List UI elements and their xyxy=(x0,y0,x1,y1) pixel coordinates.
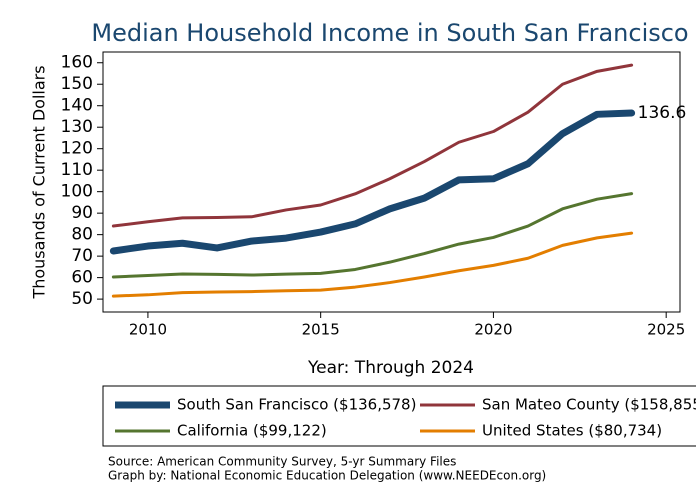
y-tick-label: 80 xyxy=(71,225,93,245)
legend-label: California ($99,122) xyxy=(177,422,327,440)
plot-frame xyxy=(102,51,681,313)
y-axis-label: Thousands of Current Dollars xyxy=(30,65,49,299)
x-tick-label: 2020 xyxy=(474,321,512,339)
note: Graph by: National Economic Education De… xyxy=(108,469,546,483)
legend-label: South San Francisco ($136,578) xyxy=(177,396,416,414)
x-axis-label: Year: Through 2024 xyxy=(307,358,474,378)
y-tick-label: 150 xyxy=(61,74,93,94)
y-tick-label: 90 xyxy=(71,203,93,223)
y-tick-label: 50 xyxy=(71,289,93,309)
note: Source: American Community Survey, 5-yr … xyxy=(108,455,456,469)
legend-label: San Mateo County ($158,855) xyxy=(482,396,696,414)
y-tick-label: 60 xyxy=(71,268,93,288)
x-tick-label: 2025 xyxy=(647,321,685,339)
y-tick-label: 100 xyxy=(61,182,93,202)
y-tick-label: 70 xyxy=(71,246,93,266)
legend-label: United States ($80,734) xyxy=(482,422,662,440)
series-line xyxy=(109,109,636,255)
x-tick-label: 2015 xyxy=(302,321,340,339)
y-tick-label: 110 xyxy=(61,160,93,180)
x-tick-label: 2010 xyxy=(129,321,167,339)
y-tick-label: 130 xyxy=(61,117,93,137)
series-line xyxy=(111,231,634,298)
chart-title: Median Household Income in South San Fra… xyxy=(91,19,688,47)
y-tick-label: 160 xyxy=(61,53,93,73)
series-line xyxy=(111,63,634,228)
y-tick-label: 120 xyxy=(61,139,93,159)
series-line xyxy=(111,192,634,279)
data-label: 136.6 xyxy=(638,103,687,123)
y-tick-label: 140 xyxy=(61,96,93,116)
legend-box xyxy=(102,385,696,447)
